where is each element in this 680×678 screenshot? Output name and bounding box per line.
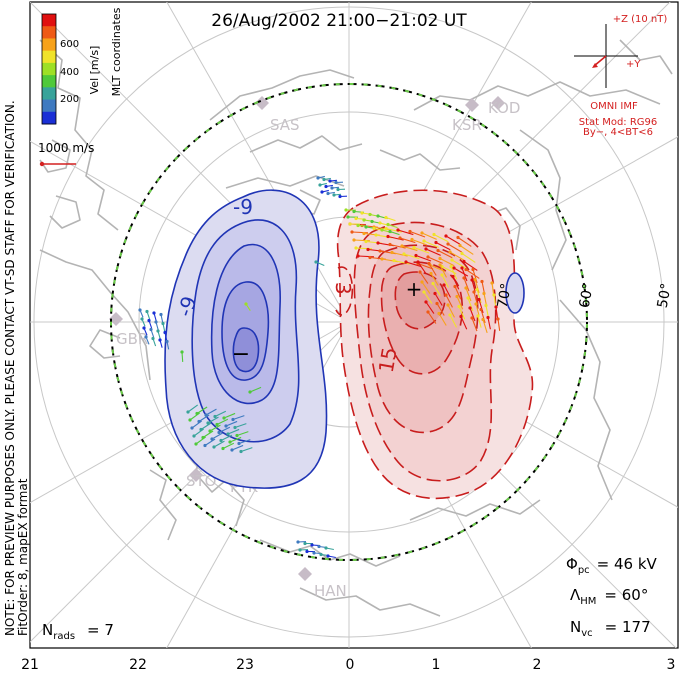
station-label: SAS	[270, 116, 300, 134]
contour-label: 15	[374, 345, 402, 374]
nvc-subscript: vc	[581, 628, 592, 639]
potential-minimum-marker: −	[232, 342, 250, 367]
reference-vector-label: 1000 m/s	[38, 141, 94, 155]
colorbar-block	[42, 14, 56, 27]
x-tick-label: 0	[346, 657, 355, 673]
phi-subscript: pc	[578, 565, 590, 576]
fit-order-note: FitOrder: 8, mapEX format	[16, 478, 30, 636]
colorbar-block	[42, 63, 56, 76]
preview-note: NOTE: FOR PREVIEW PURPOSES ONLY. PLEASE …	[3, 100, 17, 636]
imf-z-label: +Z (10 nT)	[613, 14, 668, 25]
mlt-coordinates-label: MLT coordinates	[110, 7, 123, 96]
nrads-subscript: rads	[53, 631, 75, 642]
x-tick-label: 1	[432, 657, 441, 673]
phi-value: = 46 kV	[597, 555, 658, 573]
station-label: GBR	[116, 330, 148, 348]
colorbar-block	[42, 100, 56, 113]
model-condition-label: By−, 4<BT<6	[583, 127, 653, 138]
station-label: KOD	[488, 99, 520, 117]
colorbar-label: Vel [m/s]	[88, 46, 101, 95]
colorbar-block	[42, 75, 56, 88]
lambda-subscript: HM	[580, 596, 596, 607]
colorbar-block	[42, 26, 56, 39]
x-tick-label: 2	[533, 657, 542, 673]
potential-maximum-marker: +	[406, 277, 423, 301]
x-tick-label: 3	[667, 657, 676, 673]
colorbar-block	[42, 51, 56, 64]
x-tick-label: 22	[129, 657, 147, 673]
nrads-value: = 7	[87, 621, 114, 639]
nrads-symbol: N	[42, 621, 53, 639]
contour-label: -9	[233, 195, 253, 219]
side-notes: NOTE: FOR PREVIEW PURPOSES ONLY. PLEASE …	[3, 100, 30, 636]
colorbar-block	[42, 38, 56, 51]
contour-label: 3	[331, 282, 355, 295]
colorbar-tick: 200	[60, 94, 79, 105]
imf-source-label: OMNI IMF	[590, 101, 638, 112]
imf-y-label: +Y	[626, 59, 641, 70]
station-label: HAN	[314, 582, 347, 600]
colorbar-tick: 600	[60, 39, 79, 50]
lambda-value: = 60°	[604, 586, 648, 604]
x-tick-label: 21	[21, 657, 39, 673]
station-label: KSR	[452, 116, 482, 134]
mlt-axis-ticks: 21 22 23 0 1 2 3	[21, 657, 675, 673]
colorbar-block	[42, 87, 56, 100]
colorbar-blocks	[42, 14, 56, 125]
x-tick-label: 23	[236, 657, 254, 673]
colorbar-tick: 400	[60, 67, 79, 78]
nvc-symbol: N	[570, 618, 581, 636]
colorbar-ticks: 600 400 200	[60, 39, 79, 105]
phi-symbol: Φ	[566, 555, 578, 573]
chart-title: 26/Aug/2002 21:00−21:02 UT	[211, 11, 467, 31]
colorbar-block	[42, 112, 56, 125]
nvc-value: = 177	[605, 618, 651, 636]
